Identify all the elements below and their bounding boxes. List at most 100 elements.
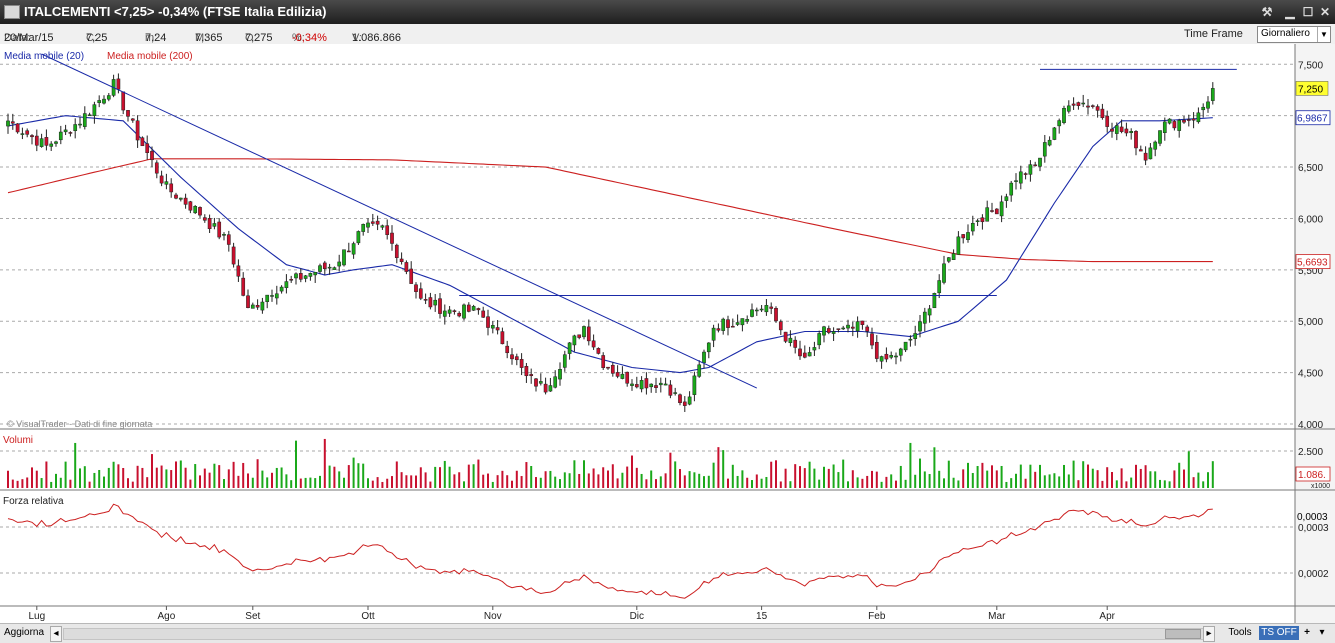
candle-body <box>985 207 990 222</box>
candle-body <box>634 384 639 388</box>
candle-body <box>73 124 78 132</box>
candle-body <box>586 326 591 342</box>
volume-bar <box>21 479 24 488</box>
timeframe-select[interactable]: Giornaliero ▼ <box>1257 26 1331 43</box>
volume-bar <box>1192 477 1195 488</box>
max-value: 7,365 <box>195 32 223 44</box>
volume-last-badge <box>1295 466 1331 482</box>
update-button[interactable]: Aggiorna <box>4 627 45 638</box>
horizontal-scrollbar[interactable] <box>63 628 1205 640</box>
month-label: Feb <box>868 611 886 622</box>
candle-body <box>198 207 202 216</box>
volume-bar <box>1149 471 1152 488</box>
candle-body <box>241 277 246 296</box>
volume-bar <box>631 455 633 488</box>
candle-body <box>802 352 807 358</box>
volume-bar <box>890 474 893 488</box>
candle-body <box>418 288 423 299</box>
volume-bar <box>928 474 931 488</box>
minimize-icon[interactable]: ▁ <box>1285 5 1295 19</box>
volume-bar <box>655 479 657 488</box>
price-tick-label: 6,000 <box>1298 214 1323 225</box>
candle-body <box>630 383 634 386</box>
candle-body <box>188 201 193 211</box>
candle-body <box>121 91 126 111</box>
candle-body <box>894 355 898 358</box>
candle-body <box>375 220 380 225</box>
candle-body <box>990 210 994 212</box>
volume-bar <box>626 466 629 488</box>
chart-texts: Media mobile (20) Media mobile (200) © Vis… <box>4 51 1331 429</box>
tools-icon[interactable]: ⚒ <box>1261 5 1273 19</box>
candle-body <box>337 261 342 267</box>
candle-body <box>351 243 356 255</box>
volume-bar <box>1077 480 1080 488</box>
volume-bar <box>79 468 81 488</box>
month-label: Dic <box>630 611 644 622</box>
candle-body <box>836 328 841 330</box>
volume-bar <box>904 479 907 488</box>
candle-body <box>615 372 620 377</box>
candle-body <box>82 113 87 127</box>
candle-body <box>404 262 409 272</box>
scroll-right-icon[interactable]: ▸ <box>1203 626 1215 642</box>
timeframe-value: Giornaliero <box>1261 28 1310 39</box>
candle-body <box>1201 106 1206 111</box>
candle-body <box>308 273 313 277</box>
volume-bar <box>895 480 897 488</box>
volume-bar <box>717 447 720 488</box>
volume-bar <box>376 477 379 488</box>
maximize-icon[interactable]: ☐ <box>1302 5 1314 19</box>
relative-strength-panel: Forza relativa 0,0003 0,0002 0,0003 <box>0 496 1329 599</box>
volume-bar <box>400 472 403 488</box>
price-tick-label: 4,000 <box>1298 420 1323 431</box>
volume-bar <box>467 464 470 488</box>
volume-bar <box>64 461 67 488</box>
volume-bar <box>448 466 451 488</box>
candle-body <box>1158 130 1162 144</box>
rs-tick-label: 0,0003 <box>1298 523 1329 534</box>
candle-body <box>850 326 855 329</box>
candle-body <box>831 331 836 334</box>
candle-body <box>1153 141 1158 150</box>
candle-body <box>639 380 644 390</box>
candle-body <box>529 374 534 377</box>
candle-body <box>116 78 121 90</box>
scrollbar-thumb[interactable] <box>1165 629 1201 639</box>
ts-off-button[interactable]: TS OFF <box>1259 626 1299 640</box>
candle-body <box>154 162 159 174</box>
candle-body <box>548 385 553 392</box>
volume-bar <box>751 480 753 488</box>
volume-bar <box>909 442 912 488</box>
add-button[interactable]: + <box>1304 627 1310 638</box>
close-icon[interactable]: ✕ <box>1319 5 1331 19</box>
volume-bar <box>616 478 619 488</box>
window-title: ITALCEMENTI <7,25> -0,34% (FTSE Italia E… <box>24 4 327 19</box>
volume-bar <box>1000 465 1003 488</box>
volume-bar <box>1072 460 1075 488</box>
chevron-down-icon[interactable]: ▾ <box>1319 627 1325 638</box>
volume-bar <box>602 467 605 488</box>
last-price-label: 7,250 <box>1298 84 1323 95</box>
volume-bar <box>933 447 936 488</box>
volume-bar <box>640 473 643 488</box>
volume-bar <box>832 464 835 488</box>
volume-bar <box>794 464 797 488</box>
ma200-line <box>7 158 1213 263</box>
month-label: Lug <box>28 611 45 622</box>
candle-body <box>289 279 294 281</box>
candle-body <box>222 234 226 236</box>
volume-bar <box>496 475 499 488</box>
candle-body <box>1023 173 1028 175</box>
price-chart[interactable]: Forza relativa 0,0003 0,0002 0,0003 Volumi 2… <box>0 44 1335 623</box>
scroll-left-icon[interactable]: ◂ <box>50 626 62 642</box>
volume-bar <box>770 461 773 488</box>
volume-bar <box>223 479 225 488</box>
candle-body <box>390 232 394 244</box>
candle-body <box>202 217 207 221</box>
tools-button[interactable]: Tools <box>1228 627 1252 638</box>
volume-bar <box>568 473 571 488</box>
volume-bar <box>799 466 801 488</box>
volume-bar <box>151 454 153 488</box>
candle-body <box>303 275 308 279</box>
